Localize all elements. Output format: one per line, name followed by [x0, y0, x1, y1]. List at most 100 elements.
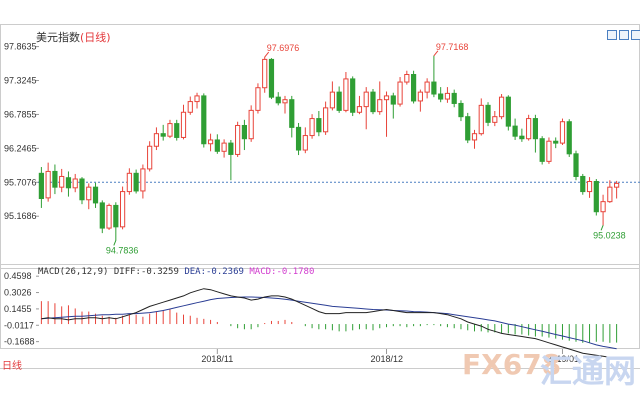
candle-body [268, 58, 275, 98]
xtick-label: 2018/11 [201, 354, 233, 364]
annotation-pointer [113, 240, 117, 246]
zoom-in-icon[interactable] [607, 30, 617, 40]
candle-body [160, 133, 166, 137]
macd-ytick-label: -0.0117 [4, 320, 34, 330]
candle-body [180, 111, 187, 138]
candle-body [498, 96, 505, 118]
macd-ytick-label: 0.3026 [4, 288, 32, 298]
candle-body [241, 124, 248, 140]
price-ytick-label: 95.7076 [4, 177, 37, 187]
candle-body [221, 142, 227, 152]
price-ytick-label: 96.7855 [4, 109, 37, 119]
candle-body [417, 91, 423, 102]
close-icon[interactable] [631, 30, 640, 40]
candle-body [526, 118, 532, 140]
annotation-high-label: 97.7168 [436, 42, 469, 52]
candle-body [329, 91, 335, 109]
candle-body [86, 186, 92, 201]
candle-body [350, 78, 356, 113]
candle-body [187, 101, 193, 113]
candle-body [614, 182, 620, 188]
candle-body [593, 181, 599, 213]
candle-body [282, 99, 288, 104]
candle-body [424, 81, 430, 93]
candle-body [465, 116, 471, 141]
watermark-logo-cn: 汇通网 [540, 352, 637, 390]
xtick-label: 2018/12 [371, 354, 404, 364]
candle-body [140, 168, 146, 192]
candle-body [65, 177, 72, 189]
candle-body [214, 139, 220, 152]
candle-body [586, 181, 593, 193]
candle-body [356, 106, 363, 113]
candle-body [72, 178, 78, 189]
candle-body [404, 74, 410, 83]
candle-body [559, 121, 566, 144]
annotation-pointer [600, 225, 604, 231]
price-ytick-label: 97.8635 [4, 42, 37, 52]
candle-body [410, 74, 417, 102]
candle-body [458, 102, 464, 118]
macd-ytick-label: 0.1455 [4, 304, 32, 314]
candle-body [471, 133, 478, 141]
annotation-low-label: 95.0238 [593, 230, 626, 240]
price-ytick-label: 97.3245 [4, 76, 37, 86]
candle-body [45, 170, 51, 199]
candle-body [126, 172, 132, 193]
macd-legend-diff: DIFF:-0.3259 [113, 267, 179, 277]
instrument-name: 美元指数 [36, 31, 80, 44]
candle-body [566, 121, 572, 155]
candle-body [397, 81, 403, 105]
candle-body [600, 201, 606, 213]
period-label: (日线) [80, 31, 111, 44]
macd-legend-macd: MACD:-0.1780 [249, 267, 315, 277]
candle-body [38, 172, 44, 200]
candle-body [478, 104, 484, 135]
candle-body [580, 175, 586, 193]
macd-legend-header: MACD(26,12,9) [38, 267, 109, 277]
candle-body [262, 58, 268, 89]
candle-body [438, 93, 444, 100]
candle-body [289, 99, 295, 128]
candle-body [336, 91, 342, 111]
candle-body [390, 95, 396, 105]
candle-body [235, 124, 241, 155]
candle-body [194, 95, 200, 103]
candle-body [607, 186, 613, 203]
candle-body [248, 109, 254, 140]
candle-body [370, 91, 376, 113]
candle-body [228, 142, 234, 155]
candle-body [153, 133, 160, 147]
candle-body [505, 96, 511, 127]
candle-body [512, 125, 518, 137]
candle-body [147, 145, 153, 170]
candle-body [255, 87, 261, 111]
candle-body [79, 178, 85, 201]
macd-ytick-label: -0.1688 [4, 337, 35, 347]
macd-panel-frame [0, 264, 640, 349]
candle-body [99, 202, 105, 229]
candle-body [383, 95, 390, 101]
candle-body [174, 123, 180, 138]
zoom-out-icon[interactable] [619, 30, 629, 40]
candle-body [519, 135, 525, 140]
annotation-pointer [433, 50, 439, 57]
candle-body [451, 92, 457, 104]
candle-body [201, 95, 207, 145]
candle-body [363, 91, 369, 108]
period-bottom-label: 日线 [2, 361, 22, 372]
candle-body [343, 78, 349, 111]
candle-body [207, 139, 214, 145]
candle-body [532, 118, 539, 140]
candle-body [539, 138, 545, 162]
candle-body [492, 116, 498, 123]
candle-body [295, 126, 302, 151]
watermark-logo: FX678 [462, 348, 562, 381]
candle-body [377, 99, 383, 113]
candle-body [444, 92, 451, 100]
price-ytick-label: 96.2465 [4, 143, 37, 153]
candle-body [546, 140, 552, 162]
xtick-label: 2019/01 [546, 354, 579, 364]
